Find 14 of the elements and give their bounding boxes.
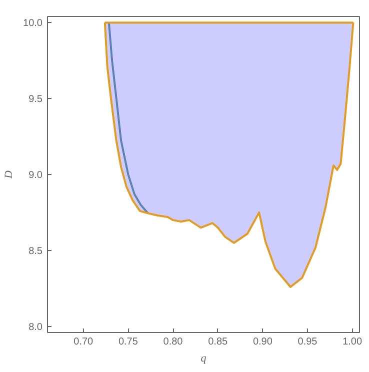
y-tick-label: 9.5 [28,94,43,106]
x-tick-label: 0.75 [118,336,138,348]
y-axis-title: D [3,170,16,180]
y-tick-label: 8.0 [28,322,43,333]
x-tick-label: 0.80 [163,336,184,348]
x-tick-label: 0.90 [252,336,273,348]
x-tick-label: 0.85 [208,336,228,348]
y-tick-label: 10.0 [23,18,43,30]
x-tick-label: 0.70 [74,336,94,348]
x-tick-label: 1.00 [342,336,362,348]
y-tick-label: 8.5 [28,246,43,257]
x-tick-label: 0.95 [298,336,318,348]
x-axis-title: q [200,352,207,364]
y-tick-label: 9.0 [28,170,43,181]
